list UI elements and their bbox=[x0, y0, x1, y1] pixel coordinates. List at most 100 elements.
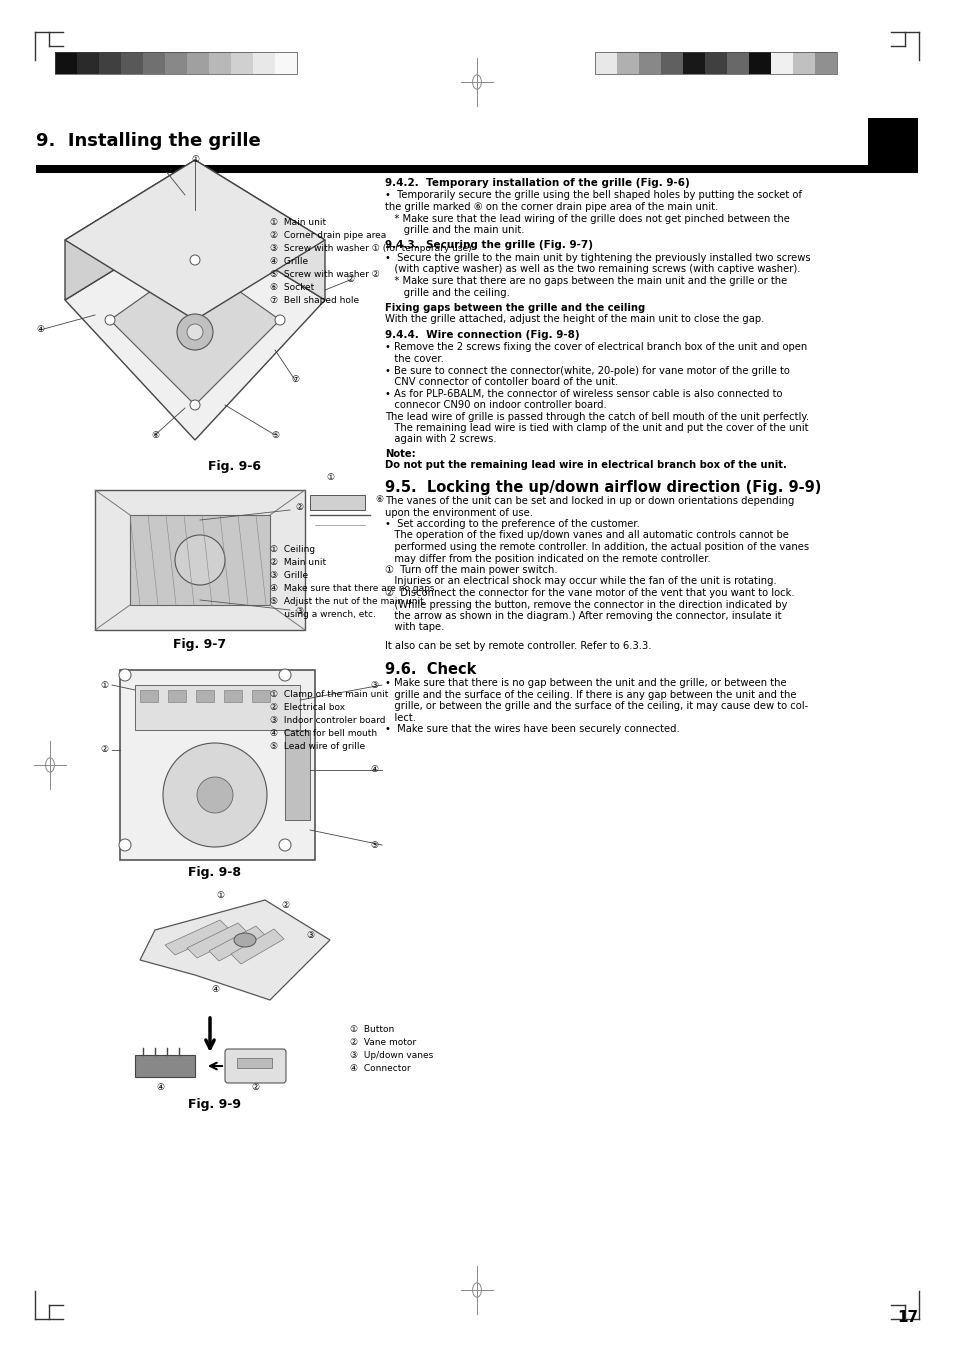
Text: 9.6.  Check: 9.6. Check bbox=[385, 662, 476, 677]
Bar bbox=[682, 51, 704, 74]
Bar bbox=[55, 51, 77, 74]
Bar bbox=[187, 51, 209, 74]
Bar bbox=[77, 51, 99, 74]
Polygon shape bbox=[65, 159, 194, 300]
Text: performed using the remote controller. In addition, the actual position of the v: performed using the remote controller. I… bbox=[385, 542, 808, 553]
Text: ④  Grille: ④ Grille bbox=[270, 257, 308, 266]
Text: It also can be set by remote controller. Refer to 6.3.3.: It also can be set by remote controller.… bbox=[385, 640, 651, 651]
Text: ③  Grille: ③ Grille bbox=[270, 571, 308, 580]
Bar bbox=[660, 51, 682, 74]
Bar bbox=[165, 51, 187, 74]
Text: the cover.: the cover. bbox=[385, 354, 443, 363]
Text: ⑦: ⑦ bbox=[291, 376, 298, 385]
Bar bbox=[867, 118, 917, 170]
Bar bbox=[639, 51, 660, 74]
Text: ②: ② bbox=[294, 504, 303, 512]
Text: • Be sure to connect the connector(white, 20-pole) for vane motor of the grille : • Be sure to connect the connector(white… bbox=[385, 366, 789, 376]
Text: •  Set according to the preference of the customer.: • Set according to the preference of the… bbox=[385, 519, 639, 530]
Bar bbox=[95, 490, 305, 630]
Bar bbox=[814, 51, 836, 74]
Bar bbox=[704, 51, 726, 74]
Bar bbox=[310, 494, 365, 509]
Bar bbox=[252, 690, 270, 703]
Text: * Make sure that there are no gaps between the main unit and the grille or the: * Make sure that there are no gaps betwe… bbox=[385, 276, 786, 286]
Text: Fixing gaps between the grille and the ceiling: Fixing gaps between the grille and the c… bbox=[385, 303, 644, 313]
Bar bbox=[55, 51, 296, 74]
Bar bbox=[726, 51, 748, 74]
Circle shape bbox=[119, 839, 131, 851]
Bar bbox=[143, 51, 165, 74]
Text: upon the environment of use.: upon the environment of use. bbox=[385, 508, 533, 517]
Circle shape bbox=[177, 313, 213, 350]
Text: ④  Catch for bell mouth: ④ Catch for bell mouth bbox=[270, 730, 376, 738]
Text: ④  Connector: ④ Connector bbox=[350, 1065, 410, 1073]
Text: The lead wire of grille is passed through the catch of bell mouth of the unit pe: The lead wire of grille is passed throug… bbox=[385, 412, 808, 422]
Text: ②  Vane motor: ② Vane motor bbox=[350, 1038, 416, 1047]
Text: ④: ④ bbox=[211, 985, 219, 994]
Bar bbox=[36, 165, 917, 173]
Text: ①  Turn off the main power switch.: ① Turn off the main power switch. bbox=[385, 565, 558, 576]
Text: with tape.: with tape. bbox=[385, 623, 444, 632]
Text: ①  Main unit: ① Main unit bbox=[270, 218, 326, 227]
Bar bbox=[209, 51, 231, 74]
Bar bbox=[617, 51, 639, 74]
Text: ③: ③ bbox=[370, 681, 377, 689]
Text: 9.4.2.  Temporary installation of the grille (Fig. 9-6): 9.4.2. Temporary installation of the gri… bbox=[385, 178, 689, 188]
Text: ⑤  Screw with washer ②: ⑤ Screw with washer ② bbox=[270, 270, 379, 280]
Text: Injuries or an electrical shock may occur while the fan of the unit is rotating.: Injuries or an electrical shock may occu… bbox=[385, 577, 776, 586]
Bar bbox=[236, 1058, 272, 1069]
Circle shape bbox=[278, 839, 291, 851]
Text: ⑤: ⑤ bbox=[370, 840, 377, 850]
Bar bbox=[770, 51, 792, 74]
Bar bbox=[168, 690, 186, 703]
Circle shape bbox=[190, 255, 200, 265]
Polygon shape bbox=[194, 159, 325, 300]
Bar bbox=[253, 51, 274, 74]
Bar bbox=[140, 690, 158, 703]
Text: ①  Clamp of the main unit: ① Clamp of the main unit bbox=[270, 690, 388, 698]
Text: ③: ③ bbox=[161, 166, 169, 174]
Bar bbox=[274, 51, 296, 74]
Text: ②: ② bbox=[251, 1084, 259, 1092]
Text: the arrow as shown in the diagram.) After removing the connector, insulate it: the arrow as shown in the diagram.) Afte… bbox=[385, 611, 781, 621]
Text: ④: ④ bbox=[370, 766, 377, 774]
Text: ⑤: ⑤ bbox=[271, 431, 279, 439]
Text: grille and the surface of the ceiling. If there is any gap between the unit and : grille and the surface of the ceiling. I… bbox=[385, 690, 796, 700]
Text: ②  Corner drain pipe area: ② Corner drain pipe area bbox=[270, 231, 386, 240]
Text: Fig. 9-8: Fig. 9-8 bbox=[189, 866, 241, 880]
Text: CNV connector of contoller board of the unit.: CNV connector of contoller board of the … bbox=[385, 377, 618, 386]
Text: The vanes of the unit can be set and locked in up or down orientations depending: The vanes of the unit can be set and loc… bbox=[385, 496, 794, 507]
Text: ③  Indoor controler board: ③ Indoor controler board bbox=[270, 716, 385, 725]
Text: ②: ② bbox=[280, 901, 289, 909]
Text: connecor CN90 on indoor controller board.: connecor CN90 on indoor controller board… bbox=[385, 400, 606, 409]
Text: ④  Make sure that there are no gaps: ④ Make sure that there are no gaps bbox=[270, 584, 434, 593]
Text: ⑤  Lead wire of grille: ⑤ Lead wire of grille bbox=[270, 742, 365, 751]
Text: grille and the main unit.: grille and the main unit. bbox=[385, 226, 524, 235]
Polygon shape bbox=[187, 923, 248, 958]
Polygon shape bbox=[65, 159, 325, 320]
Circle shape bbox=[278, 669, 291, 681]
Text: ①  Ceiling: ① Ceiling bbox=[270, 544, 314, 554]
Text: Fig. 9-6: Fig. 9-6 bbox=[209, 459, 261, 473]
Text: • Remove the 2 screws fixing the cover of electrical branch box of the unit and : • Remove the 2 screws fixing the cover o… bbox=[385, 343, 806, 353]
Bar bbox=[130, 515, 270, 605]
Circle shape bbox=[163, 743, 267, 847]
Circle shape bbox=[119, 669, 131, 681]
Text: •  Secure the grille to the main unit by tightening the previously installed two: • Secure the grille to the main unit by … bbox=[385, 253, 810, 263]
Text: the grille marked ⑥ on the corner drain pipe area of the main unit.: the grille marked ⑥ on the corner drain … bbox=[385, 203, 718, 212]
Text: The remaining lead wire is tied with clamp of the unit and put the cover of the : The remaining lead wire is tied with cla… bbox=[385, 423, 807, 434]
Bar bbox=[748, 51, 770, 74]
Bar bbox=[285, 730, 310, 820]
Text: ⑥: ⑥ bbox=[151, 431, 159, 439]
Text: using a wrench, etc.: using a wrench, etc. bbox=[270, 611, 375, 619]
Bar bbox=[120, 670, 314, 861]
Bar bbox=[99, 51, 121, 74]
Text: Fig. 9-7: Fig. 9-7 bbox=[173, 638, 226, 651]
Text: ④: ④ bbox=[155, 1084, 164, 1092]
Bar bbox=[224, 690, 242, 703]
Text: may differ from the position indicated on the remote controller.: may differ from the position indicated o… bbox=[385, 554, 710, 563]
Text: ②: ② bbox=[346, 276, 354, 285]
Text: ⑥  Socket: ⑥ Socket bbox=[270, 282, 314, 292]
Text: •  Temporarily secure the grille using the bell shaped holes by putting the sock: • Temporarily secure the grille using th… bbox=[385, 190, 801, 200]
Circle shape bbox=[190, 400, 200, 409]
